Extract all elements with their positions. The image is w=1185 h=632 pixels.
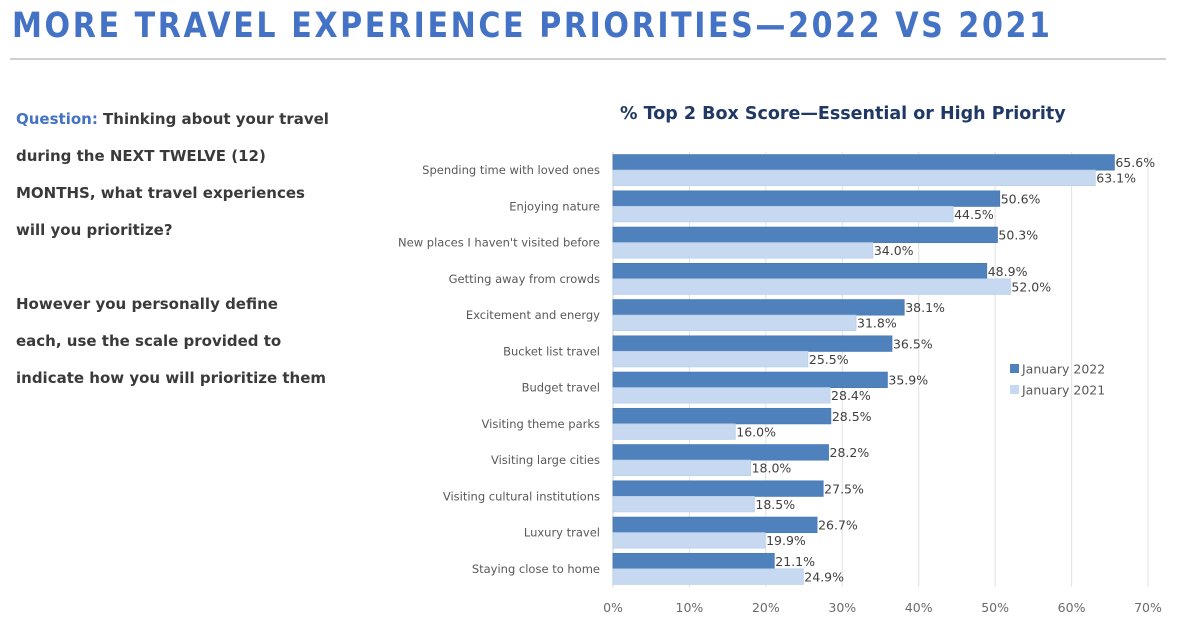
value-label: 28.2% bbox=[830, 445, 870, 460]
bar-2021 bbox=[612, 205, 954, 223]
instruction-line-1: However you personally define bbox=[16, 295, 278, 313]
category-label: Bucket list travel bbox=[503, 344, 600, 358]
value-label: 19.9% bbox=[766, 533, 806, 548]
value-label: 21.1% bbox=[775, 554, 815, 569]
bars bbox=[612, 154, 1115, 585]
bar-2021 bbox=[612, 169, 1096, 187]
category-label: Budget travel bbox=[522, 381, 600, 395]
category-label: Visiting theme parks bbox=[482, 417, 600, 431]
bar-2021 bbox=[612, 387, 831, 404]
bar-2021 bbox=[612, 350, 809, 368]
bar-2021 bbox=[612, 278, 1011, 295]
value-label: 18.5% bbox=[755, 497, 795, 512]
bar-2022 bbox=[612, 190, 1001, 207]
gridlines bbox=[612, 152, 1149, 587]
value-label: 26.7% bbox=[818, 518, 858, 533]
question-panel: Question: Thinking about your travel dur… bbox=[16, 101, 356, 397]
value-label: 27.5% bbox=[824, 481, 864, 496]
category-label: Visiting large cities bbox=[491, 453, 600, 467]
value-label: 48.9% bbox=[988, 264, 1028, 279]
legend: January 2022 January 2021 bbox=[1010, 362, 1105, 398]
category-label: Enjoying nature bbox=[509, 199, 600, 213]
x-axis-ticks: 0% 10% 20% 30% 40% 50% 60% 70% bbox=[603, 600, 1162, 615]
x-tick-label: 40% bbox=[905, 600, 933, 615]
bar-2022 bbox=[612, 262, 988, 280]
value-label: 34.0% bbox=[874, 243, 914, 258]
page-title: MORE TRAVEL EXPERIENCE PRIORITIES—2022 V… bbox=[12, 6, 1053, 46]
x-tick-label: 50% bbox=[981, 600, 1009, 615]
value-label: 16.0% bbox=[736, 424, 776, 439]
chart-title: % Top 2 Box Score—Essential or High Prio… bbox=[620, 104, 1066, 124]
question-line-2: during the NEXT TWELVE (12) bbox=[16, 147, 266, 165]
value-label: 50.6% bbox=[1001, 191, 1041, 206]
question-text: Thinking about your travel bbox=[97, 110, 329, 128]
bar-2021 bbox=[612, 423, 736, 440]
instruction-line-2: each, use the scale provided to bbox=[16, 332, 282, 350]
bar-2021 bbox=[612, 532, 766, 549]
value-label: 25.5% bbox=[809, 352, 849, 367]
bar-2021 bbox=[612, 242, 874, 259]
bar-2022 bbox=[612, 516, 818, 534]
x-tick-label: 0% bbox=[603, 600, 623, 615]
question-label: Question: bbox=[16, 110, 98, 128]
question-line-4: will you prioritize? bbox=[16, 221, 173, 239]
category-label: Visiting cultural institutions bbox=[443, 489, 600, 503]
category-label: New places I haven't visited before bbox=[398, 236, 600, 250]
category-label: Staying close to home bbox=[472, 562, 600, 576]
value-label: 65.6% bbox=[1115, 155, 1155, 170]
x-tick-label: 10% bbox=[676, 600, 704, 615]
bar-2022 bbox=[612, 335, 893, 352]
legend-label: January 2022 bbox=[1021, 362, 1105, 377]
question-line-3: MONTHS, what travel experiences bbox=[16, 184, 305, 202]
bar-2022 bbox=[612, 407, 832, 425]
legend-swatch-2022 bbox=[1010, 364, 1019, 373]
value-labels: 65.6%63.1% 50.6% 44.5% 50.3% 34.0% 48.9%52.0%… bbox=[736, 155, 1155, 584]
bar-2022 bbox=[612, 226, 998, 244]
legend-label: January 2021 bbox=[1021, 383, 1105, 398]
bar-2021 bbox=[612, 459, 751, 477]
value-label: 28.5% bbox=[832, 409, 872, 424]
category-label: Excitement and energy bbox=[466, 308, 600, 322]
title-divider bbox=[10, 58, 1166, 60]
value-label: 63.1% bbox=[1096, 171, 1136, 186]
bar-2022 bbox=[612, 154, 1115, 171]
x-tick-label: 60% bbox=[1058, 600, 1086, 615]
instruction-line-3: indicate how you will prioritize them bbox=[16, 369, 327, 387]
category-label: Luxury travel bbox=[524, 526, 600, 540]
value-label: 38.1% bbox=[905, 300, 945, 315]
bar-2021 bbox=[612, 314, 857, 332]
category-label: Getting away from crowds bbox=[449, 272, 600, 286]
value-label: 24.9% bbox=[804, 569, 844, 584]
value-label: 35.9% bbox=[888, 373, 928, 388]
bar-2022 bbox=[612, 480, 824, 497]
bar-2022 bbox=[612, 552, 775, 570]
legend-swatch-2021 bbox=[1010, 385, 1019, 394]
bar-2022 bbox=[612, 444, 829, 461]
category-label: Spending time with loved ones bbox=[422, 163, 600, 177]
category-labels: Spending time with loved ones Enjoying na… bbox=[398, 163, 600, 576]
bar-2022 bbox=[612, 371, 888, 389]
value-label: 28.4% bbox=[831, 388, 871, 403]
value-label: 44.5% bbox=[954, 207, 994, 222]
value-label: 31.8% bbox=[857, 316, 897, 331]
question-line-1: Question: Thinking about your travel bbox=[16, 101, 356, 138]
x-tick-label: 30% bbox=[828, 600, 856, 615]
value-label: 18.0% bbox=[752, 461, 792, 476]
value-label: 50.3% bbox=[998, 228, 1038, 243]
value-label: 36.5% bbox=[893, 336, 933, 351]
bar-2021 bbox=[612, 568, 804, 585]
bar-2021 bbox=[612, 495, 755, 513]
value-label: 52.0% bbox=[1011, 279, 1051, 294]
x-tick-label: 70% bbox=[1134, 600, 1162, 615]
bar-2022 bbox=[612, 299, 905, 316]
x-tick-label: 20% bbox=[752, 600, 780, 615]
